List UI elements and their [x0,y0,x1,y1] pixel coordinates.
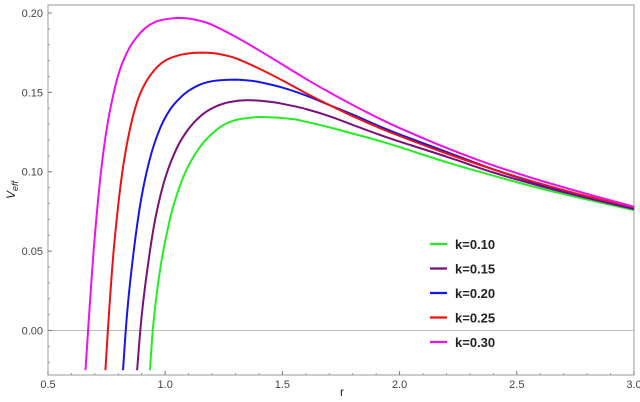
series-line-1 [136,99,635,371]
plot-frame [47,4,635,376]
x-tick-label: 0.5 [40,379,55,391]
legend-label: k=0.15 [455,262,495,277]
series-line-2 [122,78,635,371]
series-line-3 [104,51,635,371]
y-tick-label: 0.10 [22,167,43,179]
y-axis-label: Veff [4,179,20,199]
x-axis: 0.5 1.0 1.5 2.0 2.5 3.0 [40,371,640,391]
y-tick-label: 0.15 [22,87,43,99]
y-axis-label-main: V [4,190,18,199]
y-tick-label: 0.05 [22,246,43,258]
x-tick-label: 1.5 [275,379,290,391]
legend-label: k=0.20 [455,286,495,301]
x-tick-label: 2.5 [509,379,524,391]
legend-label: k=0.30 [455,335,495,350]
series-line-0 [149,115,635,371]
y-axis-label-sub: eff [10,179,20,191]
plot-border [47,4,635,376]
x-axis-label: r [340,385,344,399]
x-tick-label: 3.0 [626,379,640,391]
series-layer [84,16,635,371]
y-tick-label: 0.00 [22,326,43,338]
y-axis: 0.00 0.05 0.10 0.15 0.20 [22,8,52,363]
series-line-4 [84,16,635,371]
legend-label: k=0.25 [455,311,495,326]
legend-label: k=0.10 [455,237,495,252]
y-tick-label: 0.20 [22,8,43,20]
legend: k=0.10 k=0.15 k=0.20 k=0.25 k=0.30 [430,237,495,350]
x-tick-label: 1.0 [158,379,173,391]
x-tick-label: 2.0 [392,379,407,391]
